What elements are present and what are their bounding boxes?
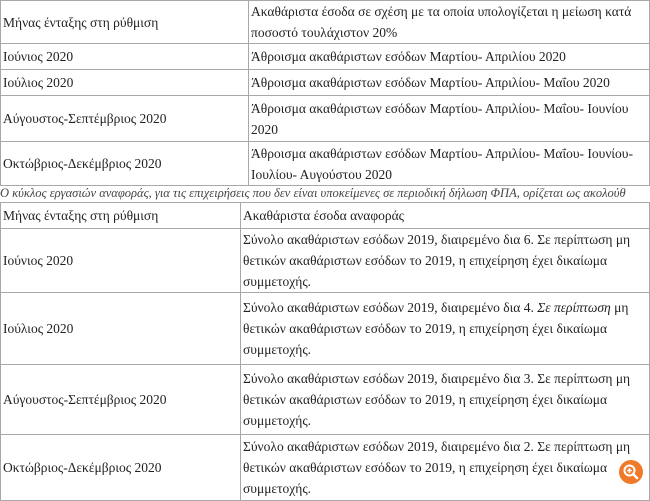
row: Οκτώβριος-Δεκέμβριος 2020 Άθροισμα ακαθάρ… bbox=[0, 141, 650, 186]
cell: Ακαθάριστα έσοδα σε σχέση με τα οποία υπ… bbox=[248, 0, 650, 44]
cell: Μήνας ένταξης στη ρύθμιση bbox=[0, 202, 241, 229]
cell: Οκτώβριος-Δεκέμβριος 2020 bbox=[0, 141, 249, 186]
row: Αύγουστος-Σεπτέμβριος 2020 Άθροισμα ακαθά… bbox=[0, 95, 650, 142]
text: μη θετικών ακαθάριστων εσόδων το 2019, η… bbox=[243, 300, 629, 357]
cell: Αύγουστος-Σεπτέμβριος 2020 bbox=[0, 364, 241, 435]
row: Οκτώβριος-Δεκέμβριος 2020 Σύνολο ακαθάρισ… bbox=[0, 434, 650, 501]
cell: Σύνολο ακαθάριστων εσόδων 2019, διαιρεμέ… bbox=[240, 364, 650, 435]
cell: Άθροισμα ακαθάριστων εσόδων Μαρτίου- Απρ… bbox=[248, 95, 650, 142]
row: Ιούνιος 2020 Άθροισμα ακαθάριστων εσόδων … bbox=[0, 43, 650, 70]
row: Ιούλιος 2020 Άθροισμα ακαθάριστων εσόδων … bbox=[0, 69, 650, 96]
cell: Άθροισμα ακαθάριστων εσόδων Μαρτίου- Απρ… bbox=[248, 43, 650, 70]
row: Αύγουστος-Σεπτέμβριος 2020 Σύνολο ακαθάρι… bbox=[0, 364, 650, 435]
cell: Άθροισμα ακαθάριστων εσόδων Μαρτίου- Απρ… bbox=[248, 141, 650, 186]
cell: Οκτώβριος-Δεκέμβριος 2020 bbox=[0, 434, 241, 501]
cell: Ακαθάριστα έσοδα αναφοράς bbox=[240, 202, 650, 229]
header-row: Μήνας ένταξης στη ρύθμιση Ακαθάριστα έσοδ… bbox=[0, 0, 650, 44]
text: Σύνολο ακαθάριστων εσόδων 2019, διαιρεμέ… bbox=[243, 300, 534, 315]
italic-text: Σε περίπτωση bbox=[537, 300, 611, 315]
table-second: Μήνας ένταξης στη ρύθμιση Ακαθάριστα έσοδ… bbox=[0, 202, 650, 501]
row: Ιούλιος 2020 Σύνολο ακαθάριστων εσόδων 20… bbox=[0, 292, 650, 365]
cell: Ιούνιος 2020 bbox=[0, 43, 249, 70]
header-row: Μήνας ένταξης στη ρύθμιση Ακαθάριστα έσοδ… bbox=[0, 202, 650, 229]
cell: Σύνολο ακαθάριστων εσόδων 2019, διαιρεμέ… bbox=[240, 292, 650, 365]
cell: Σύνολο ακαθάριστων εσόδων 2019, διαιρεμέ… bbox=[240, 434, 650, 501]
cell: Σύνολο ακαθάριστων εσόδων 2019, διαιρεμέ… bbox=[240, 228, 650, 293]
row: Ιούνιος 2020 Σύνολο ακαθάριστων εσόδων 20… bbox=[0, 228, 650, 293]
cell: Ιούλιος 2020 bbox=[0, 69, 249, 96]
zoom-button[interactable] bbox=[618, 459, 644, 485]
cell: Μήνας ένταξης στη ρύθμιση bbox=[0, 0, 249, 44]
cell: Ιούνιος 2020 bbox=[0, 228, 241, 293]
table-first: Μήνας ένταξης στη ρύθμιση Ακαθάριστα έσοδ… bbox=[0, 0, 650, 186]
note: Ο κύκλος εργασιών αναφοράς, για τις επιχ… bbox=[0, 186, 626, 200]
cell: Άθροισμα ακαθάριστων εσόδων Μαρτίου- Απρ… bbox=[248, 69, 650, 96]
cell: Αύγουστος-Σεπτέμβριος 2020 bbox=[0, 95, 249, 142]
cell: Ιούλιος 2020 bbox=[0, 292, 241, 365]
